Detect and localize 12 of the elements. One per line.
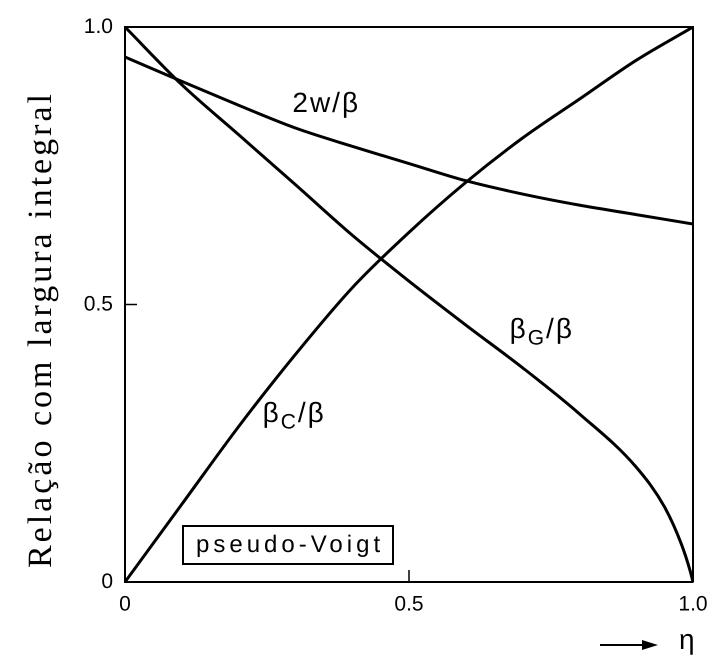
y-tick-label: 1.0 — [84, 14, 113, 38]
series-label: β$_{C}$/β — [262, 396, 326, 433]
y-axis-title: Relação com largura integral — [22, 91, 59, 568]
x-tick-label: 0 — [119, 592, 131, 616]
x-tick-label: 1.0 — [678, 592, 708, 616]
x-tick-label: 0.5 — [394, 592, 424, 616]
series-label: 2w/β — [292, 87, 360, 118]
x-axis-title: η — [679, 624, 695, 655]
series-label: β$_{G}$/β — [510, 312, 574, 350]
y-tick-label: 0.5 — [84, 292, 113, 316]
y-tick-label: 0 — [101, 570, 113, 593]
annotation: pseudo-Voigt — [196, 530, 384, 560]
